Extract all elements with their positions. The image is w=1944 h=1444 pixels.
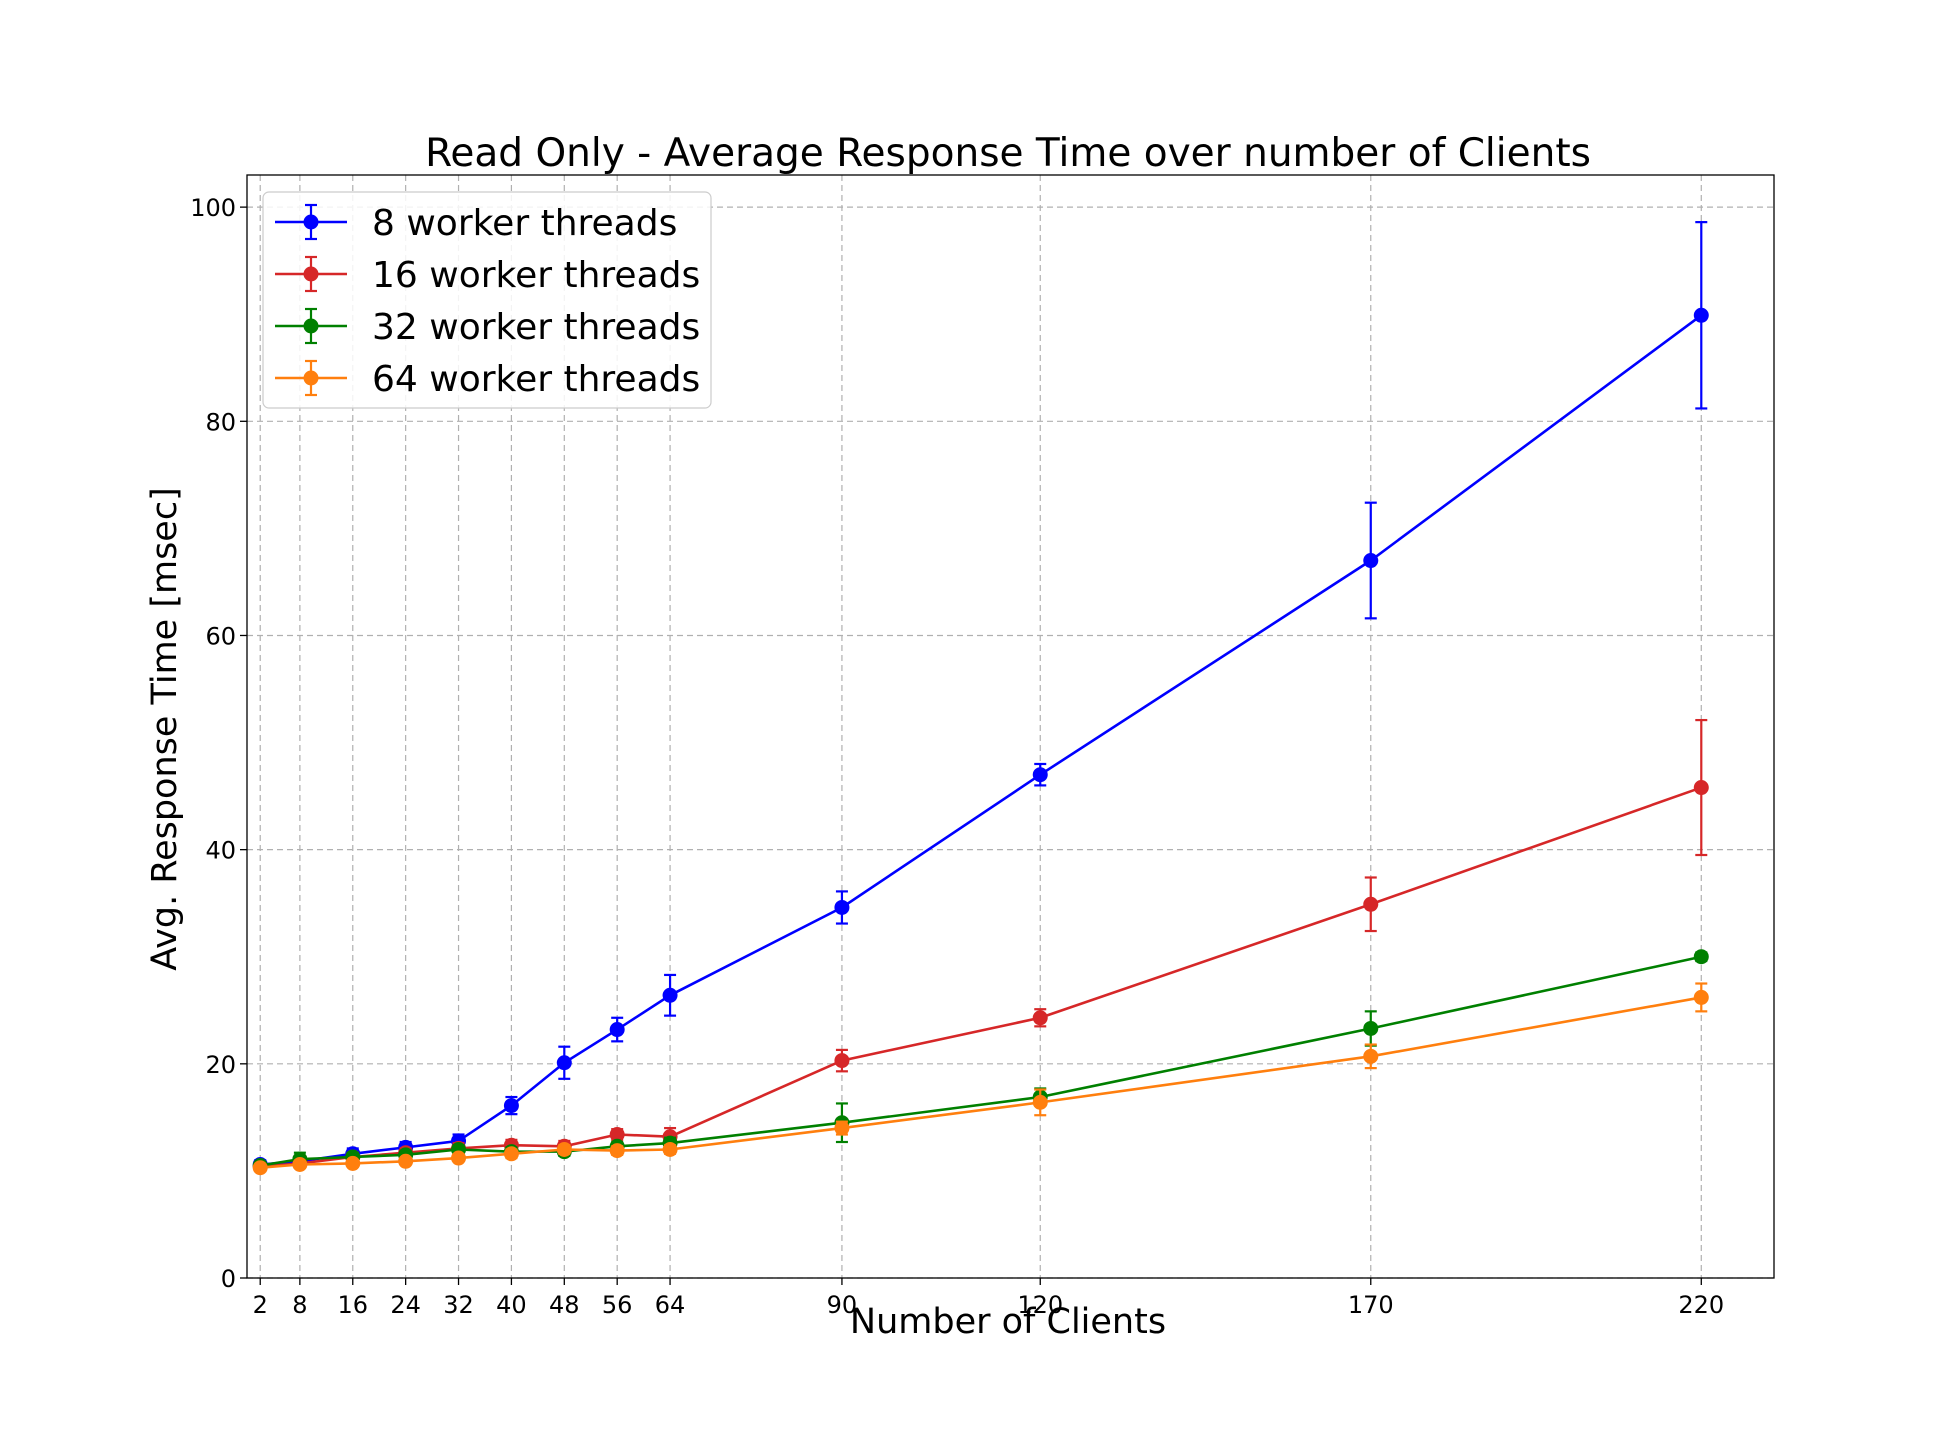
data-point (662, 987, 678, 1003)
data-point (609, 1143, 625, 1159)
data-point (1693, 949, 1709, 965)
series-layer (252, 221, 1709, 1176)
plot-frame (246, 174, 1775, 1279)
legend-item: 32 worker threads (275, 307, 700, 348)
data-point (1363, 1020, 1379, 1036)
x-tick-label: 56 (602, 1291, 633, 1319)
x-tick-label: 24 (390, 1291, 421, 1319)
x-tick-label: 8 (292, 1291, 307, 1319)
data-point (1693, 989, 1709, 1005)
x-axis-label: Number of Clients (850, 1302, 1166, 1342)
data-point (834, 899, 850, 915)
data-point (503, 1146, 519, 1162)
legend-marker (303, 214, 319, 230)
series-3 (252, 982, 1709, 1176)
chart-title: Read Only - Average Response Time over n… (425, 131, 1591, 176)
data-point (556, 1141, 572, 1157)
y-tick-label: 60 (205, 622, 236, 650)
y-tick-label: 20 (205, 1051, 236, 1079)
data-point (503, 1098, 519, 1114)
x-tick-label: 16 (337, 1291, 368, 1319)
data-point (834, 1120, 850, 1136)
legend-box (262, 191, 712, 409)
y-tick-label: 100 (190, 194, 236, 222)
data-point (1032, 1094, 1048, 1110)
data-point (1032, 767, 1048, 783)
legend-label: 16 worker threads (372, 255, 700, 296)
tick-layer: 2 8 16 24 32 40 48 56 64 90 120 170 220 0 20 40 60 80 100 (190, 194, 1724, 1319)
x-tick-label: 170 (1348, 1291, 1394, 1319)
y-tick-label: 80 (205, 408, 236, 436)
data-point (662, 1141, 678, 1157)
data-point (292, 1156, 308, 1172)
legend-item: 8 worker threads (275, 203, 677, 244)
y-axis-label: Avg. Response Time [msec] (145, 487, 185, 971)
x-tick-label: 120 (1017, 1291, 1063, 1319)
data-point (1693, 307, 1709, 323)
legend-label: 8 worker threads (372, 203, 677, 244)
data-point (345, 1155, 361, 1171)
legend-label: 32 worker threads (372, 307, 700, 348)
y-tick-label: 0 (221, 1265, 236, 1293)
data-point (834, 1053, 850, 1069)
legend-marker (303, 370, 319, 386)
data-point (1363, 553, 1379, 569)
data-point (398, 1153, 414, 1169)
legend-marker (303, 318, 319, 334)
legend-label: 64 worker threads (372, 359, 700, 400)
x-tick-label: 32 (443, 1291, 474, 1319)
data-point (609, 1022, 625, 1038)
data-point (252, 1160, 268, 1176)
x-tick-label: 220 (1678, 1291, 1724, 1319)
data-point (1363, 1048, 1379, 1064)
x-tick-label: 90 (827, 1291, 858, 1319)
data-point (1363, 896, 1379, 912)
legend: 8 worker threads 16 worker threads 32 work… (262, 191, 712, 409)
data-point (1032, 1010, 1048, 1026)
legend-item: 64 worker threads (275, 359, 700, 400)
data-point (609, 1127, 625, 1143)
data-point (556, 1055, 572, 1071)
x-tick-label: 2 (253, 1291, 268, 1319)
legend-item: 16 worker threads (275, 255, 700, 296)
data-point (1693, 780, 1709, 796)
y-tick-label: 40 (205, 837, 236, 865)
x-tick-label: 48 (549, 1291, 580, 1319)
x-tick-label: 40 (496, 1291, 527, 1319)
x-tick-label: 64 (655, 1291, 686, 1319)
data-point (451, 1150, 467, 1166)
legend-marker (303, 266, 319, 282)
